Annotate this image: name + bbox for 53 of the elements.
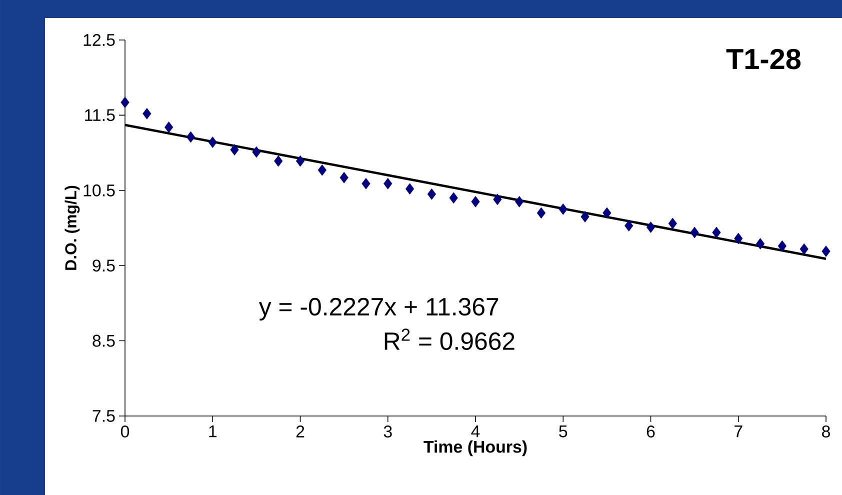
point [800,243,808,255]
point [230,144,239,156]
point [602,207,612,219]
x-axis-title: Time (Hours) [424,440,527,456]
point [690,226,699,238]
point [318,164,326,176]
point [822,246,830,257]
x-tick-label: 1 [209,426,217,438]
point [536,207,546,219]
point [471,196,480,208]
point [734,232,743,244]
y-axis-title: D.O. (mg/L) [64,186,80,270]
y-tick-label: 10.5 [84,184,115,196]
annotation: R$^{2}$ = 0.9662 [384,328,514,350]
point [493,194,502,206]
point [558,204,568,215]
point [296,155,305,167]
point [427,188,436,200]
point [340,172,348,184]
point [646,222,656,233]
x-tick-label: 8 [822,426,830,438]
point [712,226,721,238]
y-tick-label: 12.5 [84,34,115,46]
point [449,192,458,204]
point [778,240,787,252]
x-tick-label: 2 [296,426,304,438]
point [668,218,677,230]
y-tick-label: 8.5 [92,334,115,347]
point [252,146,261,158]
point [120,96,130,108]
y-tick-label: 9.5 [92,260,115,272]
point [362,178,370,190]
x-tick-label: 6 [646,426,655,438]
y-tick-label: 11.5 [85,109,115,122]
x-tick-label: 3 [384,426,392,438]
point [274,155,283,167]
point [142,108,152,120]
point [384,178,392,190]
point [580,211,590,222]
point [405,183,414,195]
y-tick-label: 7.5 [92,410,115,422]
point [208,136,217,148]
point [624,220,634,232]
point [515,196,524,208]
x-tick-label: 4 [471,426,480,438]
x-tick-label: 0 [120,426,130,438]
x-tick-label: 5 [559,426,568,438]
x-tick-label: 7 [734,426,742,438]
point [186,131,196,143]
chart-title: T1-28 [726,48,801,70]
annotation: y = -0.2227x + 11.367 [258,298,498,320]
point [164,122,174,133]
point [756,238,765,250]
